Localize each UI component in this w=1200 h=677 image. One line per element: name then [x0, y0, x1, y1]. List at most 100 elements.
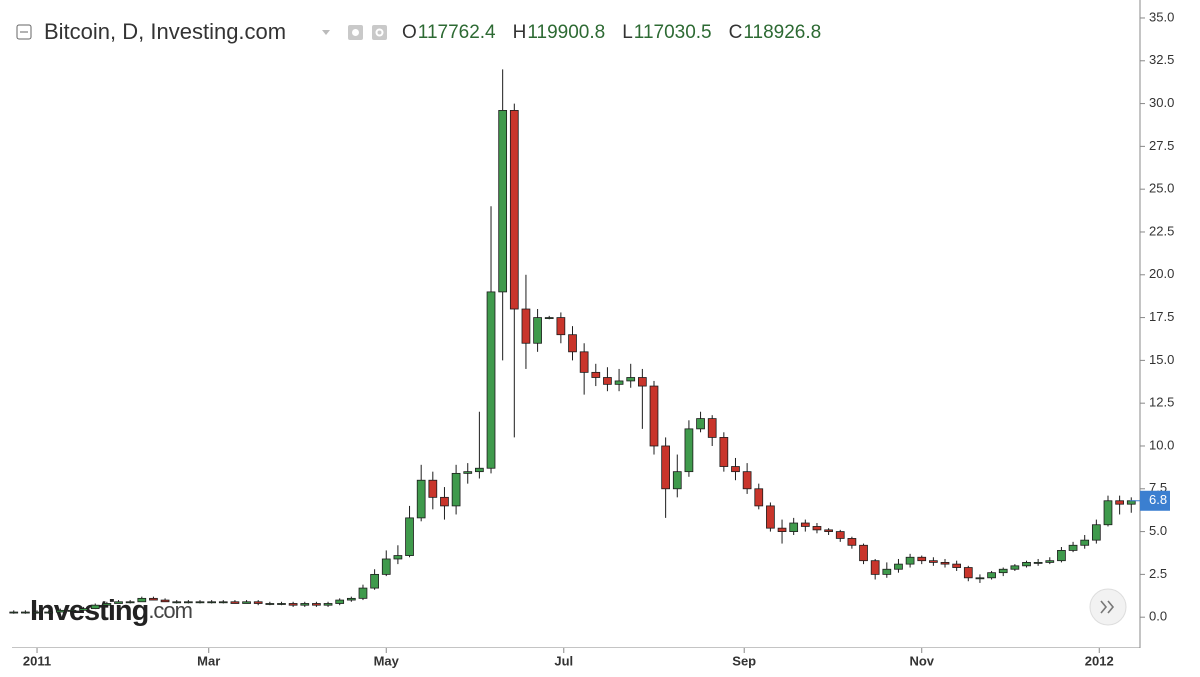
chart-title: Bitcoin, D, Investing.com: [44, 19, 286, 44]
y-tick-label: 15.0: [1149, 352, 1174, 367]
candle-body: [405, 517, 414, 556]
candle-body: [754, 488, 764, 507]
candle-body: [835, 531, 845, 539]
candle-body: [416, 479, 426, 519]
y-tick-label: 17.5: [1149, 309, 1174, 324]
candle-body: [1045, 560, 1055, 563]
candle-body: [1080, 539, 1090, 546]
candle-body: [742, 471, 752, 490]
x-tick-label: 2012: [1085, 653, 1114, 668]
x-tick-label: Sep: [732, 653, 756, 668]
candle-body: [777, 527, 787, 532]
candle-body: [533, 317, 542, 344]
quote-label: O: [402, 22, 417, 43]
settings-button[interactable]: [372, 25, 387, 40]
candle-body: [381, 558, 391, 575]
candle-body: [661, 445, 670, 490]
candle-body: [591, 371, 601, 378]
candle-body: [1103, 500, 1113, 526]
candle-body: [486, 291, 496, 469]
candle-body: [451, 472, 461, 507]
candle-body: [44, 611, 54, 614]
candle-body: [1033, 561, 1043, 564]
quote-value: 117030.5: [634, 22, 712, 43]
quote-label: C: [729, 22, 743, 43]
candle-body: [556, 317, 566, 336]
settings-icon: [375, 28, 384, 37]
candle-body: [253, 601, 263, 604]
quote-value: 119900.8: [527, 22, 605, 43]
candle-body: [963, 567, 973, 579]
candle-body: [218, 601, 228, 604]
candles: [9, 69, 1136, 614]
candle-body: [509, 110, 519, 310]
candle-body: [55, 609, 65, 613]
candle-body: [614, 380, 624, 385]
candle-body: [90, 604, 100, 610]
y-tick-label: 27.5: [1149, 138, 1174, 153]
candle-body: [440, 496, 449, 507]
candle-body: [626, 377, 636, 382]
candle-body: [463, 471, 473, 474]
candle-body: [21, 611, 30, 614]
candle-body: [67, 609, 77, 612]
last-value-box: [1140, 490, 1170, 511]
candle-body: [172, 601, 182, 604]
watermark-brand: Investing: [30, 595, 148, 627]
scroll-right-button[interactable]: [1089, 588, 1127, 626]
candle-body: [102, 603, 112, 606]
candle-body: [987, 572, 996, 579]
y-tick-label: 20.0: [1149, 266, 1174, 281]
last-value-label: 6.8: [1149, 492, 1167, 507]
candle-body: [882, 568, 892, 575]
candle-body: [579, 351, 589, 373]
candle-body: [370, 573, 379, 589]
collapse-button[interactable]: [16, 24, 32, 40]
candle-body: [125, 601, 135, 604]
candle-body: [824, 529, 833, 532]
candle-body: [975, 577, 985, 580]
candle-body: [1022, 561, 1031, 567]
candle-body: [905, 556, 915, 565]
candle-body: [79, 608, 88, 611]
x-tick-label: Nov: [909, 653, 934, 668]
candle-body: [265, 603, 275, 605]
candle-body: [207, 601, 216, 604]
candle-body: [789, 522, 799, 532]
title-dropdown[interactable]: [322, 30, 330, 35]
candle-body: [917, 556, 927, 562]
candle-body: [230, 601, 240, 604]
candle-body: [568, 334, 577, 353]
candle-body: [731, 466, 740, 473]
y-tick-label: 5.0: [1149, 523, 1167, 538]
y-tick-label: 30.0: [1149, 95, 1174, 110]
candle-body: [696, 418, 705, 430]
candle-body: [603, 377, 612, 385]
y-tick-label: 32.5: [1149, 52, 1174, 67]
eye-icon: [352, 29, 359, 36]
candle-body: [684, 428, 694, 473]
candle-body: [393, 555, 403, 560]
candle-body: [1126, 500, 1136, 505]
candle-body: [475, 467, 484, 473]
candle-body: [195, 601, 205, 604]
candle-body: [929, 560, 938, 563]
candle-body: [335, 599, 345, 604]
candle-body: [1057, 550, 1066, 562]
scroll-right-icon: [1100, 600, 1115, 614]
y-tick-label: 25.0: [1149, 181, 1174, 196]
candle-body: [160, 599, 170, 603]
candle-body: [137, 597, 147, 603]
candle-body: [707, 418, 717, 438]
candle-body: [870, 560, 880, 575]
candle-body: [521, 308, 531, 344]
quote-label: H: [513, 22, 527, 43]
candle-body: [346, 597, 356, 601]
candle-body: [498, 110, 508, 293]
candle-body: [800, 522, 810, 527]
candle-body: [894, 563, 903, 570]
candle-body: [149, 597, 158, 601]
candle-body: [847, 538, 857, 546]
